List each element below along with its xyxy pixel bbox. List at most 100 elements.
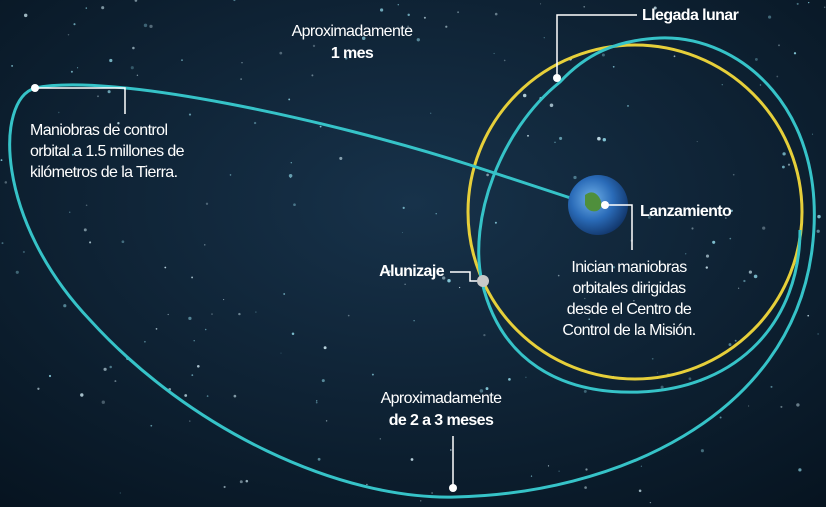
star [289,174,293,178]
star [16,271,19,274]
star [450,449,452,451]
star [641,466,642,467]
star [407,14,409,16]
star [89,241,91,243]
maneuvers-line: Maniobras de control [30,122,167,139]
star [445,26,447,28]
star [58,112,59,113]
star [738,288,739,289]
star [11,65,13,67]
control-line: desde el Centro de [567,301,692,318]
star [122,240,125,243]
star [279,52,282,55]
star [372,374,374,376]
star [5,181,8,184]
star [318,458,321,461]
star [722,84,723,85]
star [211,313,212,314]
star [531,475,532,476]
star [24,14,27,17]
dot [553,74,561,82]
dot [31,84,39,92]
star [776,76,778,78]
star [240,78,241,79]
star [150,425,152,427]
star [77,67,78,68]
star [558,275,560,277]
star [573,176,576,179]
star [348,315,350,317]
star [120,492,121,493]
star [403,207,405,209]
star [204,244,205,245]
star [101,6,104,9]
star [652,358,654,360]
star [255,312,256,313]
star [191,374,193,376]
star [193,340,194,341]
star [322,379,325,382]
star [320,126,322,128]
star [494,53,495,54]
star [457,11,459,13]
star [706,255,709,258]
star [80,393,83,396]
star [1,159,3,161]
star [280,353,281,354]
star [114,380,116,382]
star [483,334,485,336]
star [431,492,433,494]
star [778,44,780,46]
star [398,4,399,5]
maneuvers-line: kilómetros de la Tierra. [30,164,177,181]
star [189,420,190,421]
maneuvers-line: orbital a 1.5 millones de [30,143,185,160]
star [230,174,232,176]
star [602,53,605,56]
star [735,340,737,342]
star [223,299,224,300]
star [712,241,715,244]
star [807,315,809,317]
star [73,23,75,25]
duration-label: Aproximadamente [292,23,414,40]
star [544,37,545,38]
star [324,346,327,349]
star [316,400,317,401]
star [205,329,207,331]
star [817,230,820,233]
star [380,8,383,11]
star [420,500,421,501]
star [794,52,796,54]
star [650,502,651,503]
star [780,406,782,408]
star [23,251,25,253]
star [613,66,615,68]
control-line: Control de la Misión. [562,322,695,339]
star [241,62,242,63]
star [417,38,420,41]
star [238,313,240,315]
star [504,60,506,62]
star [109,59,112,62]
star [639,490,642,493]
star [661,386,664,389]
star [762,226,765,229]
star [585,468,587,470]
star [685,253,686,254]
star [697,141,698,142]
star [584,486,587,489]
star [189,114,191,116]
star [797,3,799,5]
star [137,75,138,76]
star [224,486,226,488]
dot [449,484,457,492]
star [812,134,813,135]
star [102,401,105,404]
star [824,7,825,8]
star [254,122,256,124]
star [459,287,460,288]
star [584,298,585,299]
star [597,137,601,141]
star [326,420,327,421]
